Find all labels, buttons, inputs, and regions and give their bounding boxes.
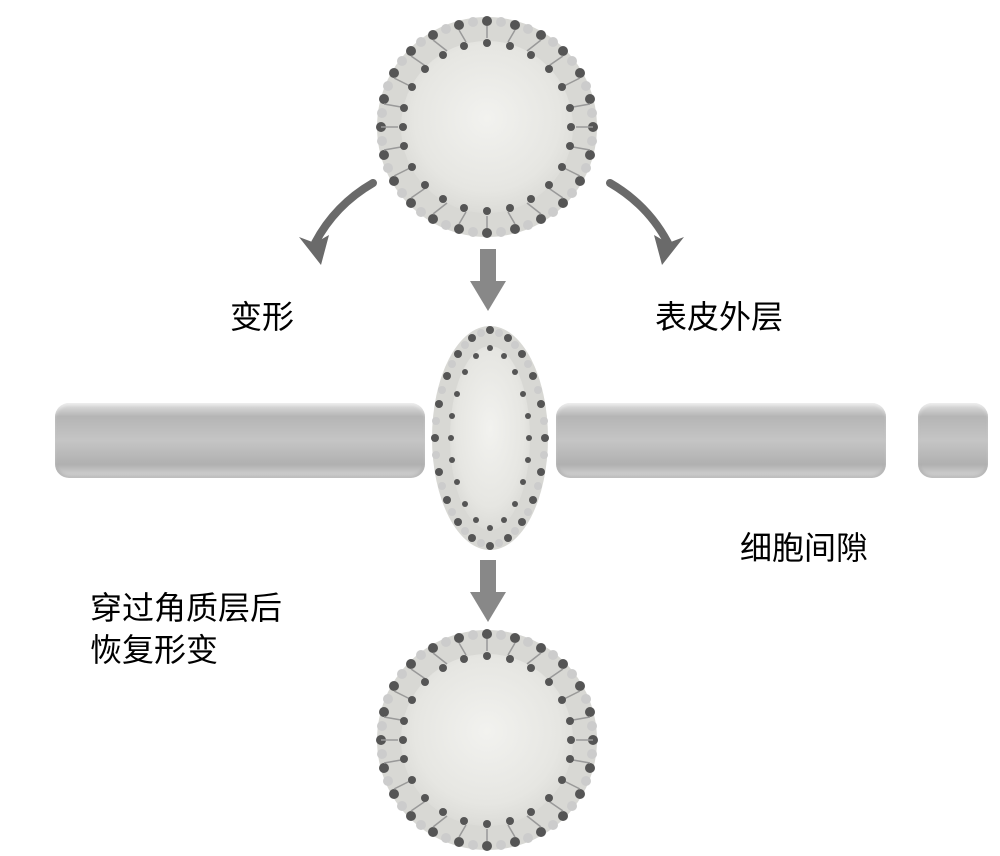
label-deform: 变形 (230, 297, 294, 339)
curve-arrow-left (295, 175, 385, 275)
cell-bar-middle (556, 403, 886, 478)
arrow-down-top (470, 249, 506, 311)
liposome-bottom (375, 628, 599, 852)
curve-arrow-right (598, 175, 688, 275)
cell-bar-right (918, 403, 988, 478)
arrow-down-bottom (470, 560, 506, 622)
label-intercellular: 细胞间隙 (740, 528, 868, 570)
label-epidermis: 表皮外层 (655, 297, 783, 339)
liposome-middle (430, 324, 550, 552)
diagram-container: 变形 表皮外层 (0, 0, 1000, 856)
cell-bar-left (55, 403, 425, 478)
label-after-pass: 穿过角质层后 恢复形变 (90, 588, 282, 671)
liposome-top (375, 15, 599, 239)
